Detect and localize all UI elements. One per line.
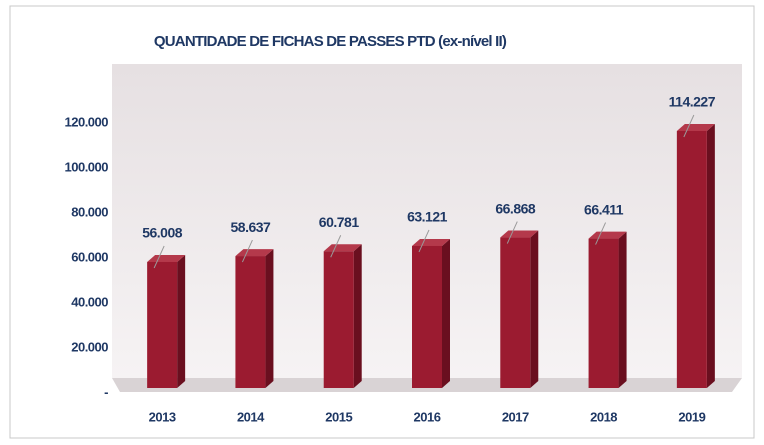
- bar-side: [265, 249, 274, 388]
- bar: [235, 256, 266, 388]
- leader-line: [683, 114, 695, 138]
- bar-side: [177, 254, 186, 388]
- value-label: 66.411: [584, 201, 624, 217]
- bar-top: [235, 249, 274, 257]
- leader-line: [418, 229, 430, 253]
- bar: [412, 245, 442, 388]
- bar-side: [530, 230, 539, 388]
- x-tick-label: 2013: [149, 409, 176, 424]
- value-label: 58.637: [231, 219, 272, 235]
- y-tick-label: 80.000: [71, 204, 108, 219]
- x-tick-label: 2017: [502, 409, 529, 424]
- x-tick-label: 2016: [414, 409, 441, 424]
- chart-title: QUANTIDADE DE FICHAS DE PASSES PTD (ex-n…: [154, 33, 507, 50]
- y-tick-label: 60.000: [71, 249, 108, 264]
- bar: [588, 238, 619, 388]
- bar-top: [676, 123, 715, 131]
- bar-side: [442, 238, 450, 388]
- value-label: 114.227: [669, 94, 716, 110]
- y-tick-label: 120.000: [65, 114, 109, 129]
- leader-line: [241, 239, 253, 263]
- bar-side: [618, 231, 627, 388]
- bar-top: [500, 230, 539, 238]
- bar-top: [412, 238, 450, 246]
- bar-side: [706, 123, 715, 388]
- y-tick-label: 40.000: [71, 294, 108, 309]
- leader-line: [153, 245, 165, 269]
- leader-line: [506, 221, 518, 244]
- leader-line: [595, 222, 607, 245]
- bar: [676, 130, 707, 388]
- x-tick-label: 2019: [678, 409, 705, 424]
- x-tick-label: 2018: [590, 409, 617, 424]
- bar: [500, 237, 531, 388]
- bar-top: [147, 254, 186, 262]
- y-tick-label: 20.000: [71, 339, 108, 354]
- y-tick-label: -: [104, 384, 108, 399]
- value-label: 63.121: [407, 209, 448, 225]
- value-label: 60.781: [319, 214, 360, 230]
- x-tick-label: 2015: [325, 409, 352, 424]
- bar-top: [323, 244, 362, 252]
- value-label: 56.008: [142, 225, 183, 241]
- bar: [147, 261, 178, 388]
- bar: [323, 251, 354, 388]
- x-tick-label: 2014: [237, 409, 265, 424]
- y-tick-label: 100.000: [65, 159, 109, 174]
- bar-top: [588, 231, 627, 239]
- leader-line: [330, 235, 342, 258]
- bar-side: [353, 244, 362, 388]
- value-label: 66.868: [495, 200, 536, 216]
